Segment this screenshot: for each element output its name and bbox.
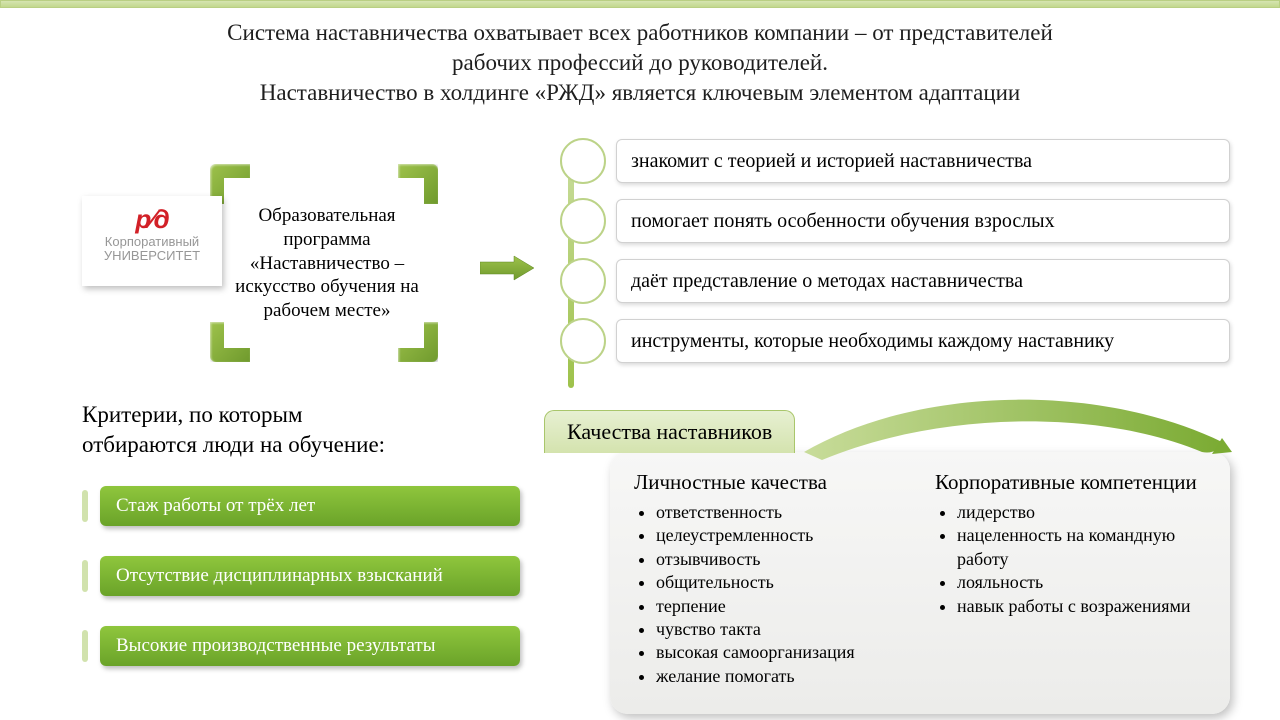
- criteria-bar: Высокие производственные результаты: [100, 626, 520, 666]
- bracket-corner-icon: [398, 322, 438, 362]
- list-item: желание помогать: [656, 665, 905, 688]
- list-item: общительность: [656, 571, 905, 594]
- qualities-tab: Качества наставников: [544, 410, 795, 453]
- feature-row: инструменты, которые необходимы каждому …: [560, 318, 1230, 364]
- personal-qualities-list: ответственностьцелеустремленностьотзывчи…: [634, 501, 905, 688]
- arrow-right-icon: [480, 254, 536, 282]
- feature-row: помогает понять особенности обучения взр…: [560, 198, 1230, 244]
- bracket-corner-icon: [210, 322, 250, 362]
- logo-subtitle-2: УНИВЕРСИТЕТ: [88, 249, 216, 263]
- program-block: р⁄д Корпоративный УНИВЕРСИТЕТ Образовате…: [82, 168, 442, 358]
- list-item: отзывчивость: [656, 548, 905, 571]
- program-description: Образовательная программа «Наставничеств…: [234, 204, 420, 323]
- feature-text: даёт представление о методах наставничес…: [616, 259, 1230, 303]
- feature-list: знакомит с теорией и историей наставниче…: [560, 138, 1230, 378]
- qualities-column-personal: Личностные качества ответственностьцелеу…: [634, 470, 905, 696]
- list-item: лидерство: [957, 501, 1206, 524]
- list-item: чувство такта: [656, 618, 905, 641]
- list-item: целеустремленность: [656, 524, 905, 547]
- logo-card: р⁄д Корпоративный УНИВЕРСИТЕТ: [82, 196, 222, 286]
- feature-row: знакомит с теорией и историей наставниче…: [560, 138, 1230, 184]
- feature-row: даёт представление о методах наставничес…: [560, 258, 1230, 304]
- list-item: терпение: [656, 595, 905, 618]
- criteria-bar: Отсутствие дисциплинарных взысканий: [100, 556, 520, 596]
- feature-circle-icon: [560, 138, 606, 184]
- qualities-tab-label: Качества наставников: [567, 419, 772, 444]
- list-item: высокая самоорганизация: [656, 641, 905, 664]
- feature-circle-icon: [560, 318, 606, 364]
- intro-line-2: рабочих профессий до руководителей.: [60, 48, 1220, 78]
- criteria-heading: Критерии, по которым отбираются люди на …: [82, 400, 385, 460]
- intro-line-3: Наставничество в холдинге «РЖД» является…: [60, 78, 1220, 108]
- swoosh-decoration-icon: [802, 392, 1232, 462]
- qualities-panel: Личностные качества ответственностьцелеу…: [610, 452, 1230, 714]
- criteria-bar-list: Стаж работы от трёх лет Отсутствие дисцип…: [100, 486, 520, 696]
- feature-circle-icon: [560, 258, 606, 304]
- bracket-corner-icon: [398, 164, 438, 204]
- header-accent-bar: [0, 0, 1280, 8]
- list-item: навык работы с возражениями: [957, 595, 1206, 618]
- corporate-competencies-heading: Корпоративные компетенции: [935, 470, 1206, 495]
- corporate-competencies-list: лидерствонацеленность на командную работ…: [935, 501, 1206, 618]
- list-item: лояльность: [957, 571, 1206, 594]
- feature-text: знакомит с теорией и историей наставниче…: [616, 139, 1230, 183]
- criteria-heading-line-1: Критерии, по которым: [82, 400, 385, 430]
- feature-circle-icon: [560, 198, 606, 244]
- logo-subtitle-1: Корпоративный: [88, 235, 216, 249]
- rzd-logo-text: р⁄д: [88, 204, 216, 235]
- feature-text: инструменты, которые необходимы каждому …: [616, 319, 1230, 363]
- list-item: ответственность: [656, 501, 905, 524]
- intro-line-1: Система наставничества охватывает всех р…: [60, 18, 1220, 48]
- personal-qualities-heading: Личностные качества: [634, 470, 905, 495]
- criteria-bar: Стаж работы от трёх лет: [100, 486, 520, 526]
- list-item: нацеленность на командную работу: [957, 524, 1206, 571]
- criteria-heading-line-2: отбираются люди на обучение:: [82, 430, 385, 460]
- feature-text: помогает понять особенности обучения взр…: [616, 199, 1230, 243]
- intro-text-block: Система наставничества охватывает всех р…: [0, 8, 1280, 112]
- qualities-column-corporate: Корпоративные компетенции лидерствонацел…: [935, 470, 1206, 696]
